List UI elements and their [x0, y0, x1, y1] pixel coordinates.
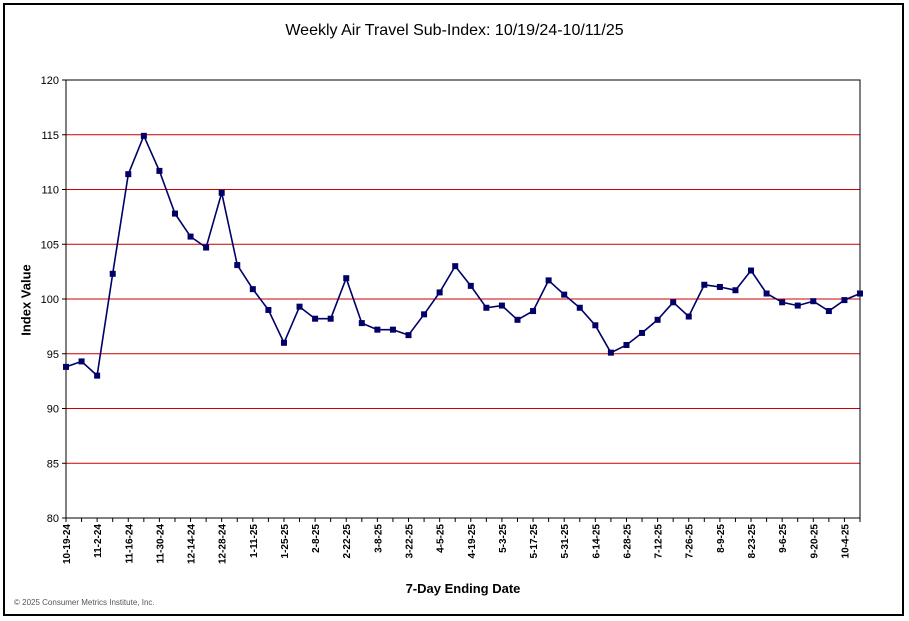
data-point — [452, 263, 459, 270]
x-tick-label: 7-26-25 — [685, 524, 696, 559]
data-point — [296, 303, 303, 310]
data-point — [234, 262, 241, 269]
data-point — [265, 306, 272, 313]
data-point — [779, 299, 786, 306]
data-point — [561, 291, 568, 298]
x-tick-label: 8-9-25 — [716, 524, 727, 553]
x-tick-label: 5-3-25 — [498, 524, 509, 553]
data-point — [514, 316, 521, 323]
x-tick-label: 9-6-25 — [778, 524, 789, 553]
data-point — [685, 313, 692, 320]
data-point — [78, 358, 85, 365]
x-tick-label: 5-17-25 — [529, 524, 540, 559]
data-point — [421, 311, 428, 318]
data-point — [670, 299, 677, 306]
data-point — [857, 290, 863, 297]
data-point — [171, 210, 178, 217]
x-tick-label: 6-14-25 — [591, 524, 602, 559]
x-tick-label: 1-25-25 — [280, 524, 291, 559]
data-point — [389, 326, 396, 333]
data-point — [156, 167, 163, 174]
data-point — [810, 298, 817, 305]
x-tick-label: 6-28-25 — [622, 524, 633, 559]
data-point — [343, 275, 350, 282]
data-point — [374, 326, 381, 333]
x-tick-label: 2-8-25 — [311, 524, 322, 553]
x-tick-label: 3-22-25 — [405, 524, 416, 559]
data-point — [218, 189, 225, 196]
chart-title: Weekly Air Travel Sub-Index: 10/19/24-10… — [285, 22, 624, 39]
x-tick-label: 1-11-25 — [249, 524, 260, 558]
plot-border — [65, 79, 861, 519]
x-tick-label: 10-4-25 — [840, 524, 851, 559]
data-point — [483, 304, 490, 311]
data-point — [94, 372, 101, 379]
data-point — [405, 332, 412, 339]
x-axis-label: 7-Day Ending Date — [405, 581, 521, 596]
data-point — [358, 320, 365, 327]
chart-frame — [3, 3, 904, 616]
x-tick-label: 3-8-25 — [373, 524, 384, 553]
data-point — [436, 289, 443, 296]
data-point — [607, 349, 614, 356]
data-point — [125, 171, 132, 178]
y-tick-label: 115 — [41, 130, 59, 142]
x-tick-label: 12-28-24 — [218, 524, 229, 564]
y-tick-label: 105 — [41, 239, 59, 251]
data-point — [467, 282, 474, 289]
data-point — [203, 244, 210, 251]
x-tick-label: 11-2-24 — [93, 524, 104, 558]
copyright-note: © 2025 Consumer Metrics Institute, Inc. — [14, 598, 155, 607]
data-point — [187, 233, 194, 240]
x-tick-label: 4-5-25 — [436, 524, 447, 553]
data-point — [623, 341, 630, 348]
y-tick-label: 110 — [41, 185, 59, 197]
x-tick-label: 4-19-25 — [467, 524, 478, 559]
data-point — [249, 286, 256, 293]
data-point — [530, 308, 537, 315]
data-point — [654, 316, 661, 323]
x-tick-label: 5-31-25 — [560, 524, 571, 559]
y-tick-label: 120 — [41, 75, 59, 87]
data-point — [63, 363, 69, 370]
data-point — [140, 132, 147, 139]
y-tick-label: 95 — [47, 349, 59, 361]
x-tick-label: 2-22-25 — [342, 524, 353, 559]
data-point — [716, 283, 723, 290]
data-point — [498, 302, 505, 309]
x-tick-label: 9-20-25 — [809, 524, 820, 559]
x-tick-label: 7-12-25 — [654, 524, 665, 559]
y-tick-label: 100 — [41, 294, 59, 306]
data-point — [545, 277, 552, 284]
data-point — [327, 315, 334, 322]
data-point — [763, 290, 770, 297]
data-point — [794, 302, 801, 309]
x-tick-label: 12-14-24 — [187, 524, 198, 564]
data-point — [109, 270, 116, 277]
data-point — [312, 315, 319, 322]
data-point — [748, 267, 755, 274]
y-tick-label: 90 — [47, 404, 59, 416]
x-tick-label: 8-23-25 — [747, 524, 758, 559]
data-point — [280, 339, 287, 346]
x-tick-label: 11-16-24 — [124, 524, 135, 564]
data-point — [701, 281, 708, 288]
data-point — [592, 322, 599, 329]
x-tick-label: 11-30-24 — [155, 524, 166, 564]
data-point — [639, 329, 646, 336]
series-line — [65, 133, 861, 378]
data-point — [732, 287, 739, 294]
y-tick-label: 85 — [47, 458, 59, 470]
data-point — [576, 304, 583, 311]
data-point — [825, 308, 832, 315]
x-tick-label: 10-19-24 — [62, 524, 73, 564]
y-tick-label: 80 — [47, 513, 59, 525]
data-point — [841, 297, 848, 304]
